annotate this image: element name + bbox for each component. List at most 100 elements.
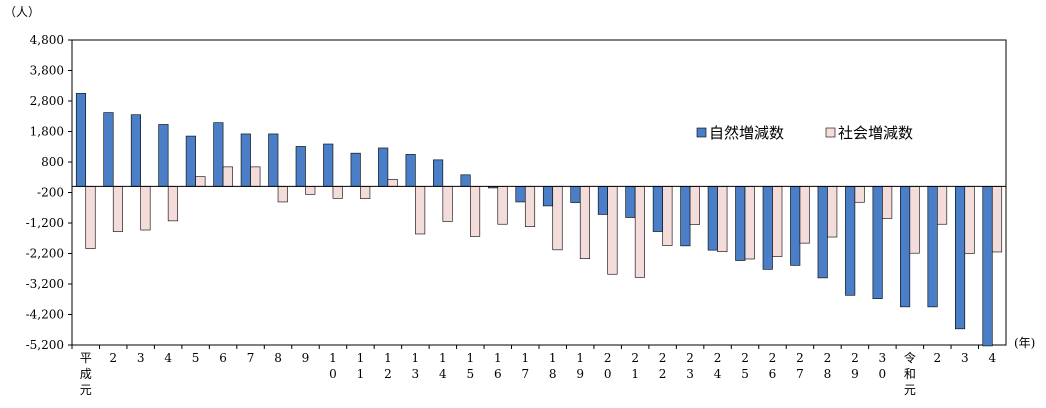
bar: [744, 186, 755, 260]
y-tick-label: 4,800: [30, 33, 64, 47]
x-tick-label: 8: [274, 351, 282, 365]
bar: [717, 186, 728, 252]
bar: [982, 186, 993, 347]
bar: [112, 186, 124, 232]
bar: [442, 186, 453, 222]
x-axis-unit-label: (年): [1014, 336, 1035, 350]
bar: [625, 186, 636, 218]
bar: [772, 186, 783, 257]
bar: [735, 186, 746, 261]
bar: [854, 186, 865, 203]
bar: [415, 186, 426, 235]
legend-label: 社会増減数: [838, 124, 913, 142]
bar: [515, 186, 526, 203]
bar: [213, 122, 224, 187]
x-tick-label: 3: [961, 351, 969, 365]
y-axis: 4,800 3,800 2,800 1,800 800 -200 -1,200 -2,200 -…: [26, 33, 72, 352]
y-tick-label: 2,800: [30, 94, 64, 108]
bar: [524, 186, 536, 227]
bar: [790, 186, 801, 266]
y-tick-label: 3,800: [30, 64, 64, 78]
y-tick-label: -1,200: [26, 216, 64, 230]
bar: [662, 186, 673, 246]
bar: [85, 186, 96, 249]
bar: [305, 186, 316, 195]
plot-area: [71, 39, 1007, 346]
bar: [167, 186, 178, 222]
bar: [927, 186, 938, 308]
bar: [909, 186, 920, 254]
bar: [570, 186, 581, 203]
bar: [991, 186, 1003, 253]
bar: [470, 186, 481, 237]
legend: 自然増減数 社会増減数: [696, 124, 913, 142]
bars: [75, 93, 1003, 347]
bar: [680, 186, 691, 247]
legend-label: 自然増減数: [709, 124, 784, 142]
bar: [937, 186, 948, 225]
y-tick-label: -200: [37, 186, 64, 200]
bar: [900, 186, 911, 308]
y-tick-label: -4,200: [26, 308, 64, 322]
bar: [497, 186, 508, 225]
x-tick-label: 5: [192, 351, 200, 365]
bar: [195, 176, 206, 187]
bar: [542, 186, 554, 207]
bar: [607, 186, 618, 275]
bar: [405, 154, 416, 187]
bar: [433, 159, 444, 187]
bar: [158, 124, 169, 187]
bar: [762, 186, 773, 270]
bar: [295, 146, 306, 187]
bar: [634, 186, 645, 278]
legend-swatch: [696, 127, 707, 138]
bar: [222, 166, 233, 187]
bar: [882, 186, 893, 219]
y-tick-label: -2,200: [26, 247, 64, 261]
bar: [954, 186, 966, 330]
legend-swatch: [825, 127, 836, 138]
x-tick-label: 4: [164, 351, 172, 365]
bar: [185, 135, 196, 187]
bar: [552, 186, 563, 251]
x-tick-label: 2: [934, 351, 942, 365]
x-tick-label: 平成元: [80, 351, 92, 397]
bar: [130, 114, 141, 187]
x-tick-label: 3: [137, 351, 145, 365]
bar: [378, 147, 389, 187]
bar: [332, 186, 343, 199]
bar: [460, 174, 471, 187]
bar: [827, 186, 838, 238]
bar: [103, 112, 114, 187]
bar: [799, 186, 810, 244]
y-tick-label: -5,200: [26, 338, 64, 352]
bar: [872, 186, 883, 299]
x-tick-label: 2: [109, 351, 117, 365]
x-tick-label: 4: [988, 351, 996, 365]
bar: [387, 179, 398, 187]
y-axis-unit-label: （人）: [4, 5, 40, 19]
bar: [75, 93, 87, 187]
bar: [240, 133, 251, 187]
x-tick-label: 6: [219, 351, 227, 365]
bar: [250, 166, 261, 187]
bar: [689, 186, 700, 225]
bar: [277, 186, 288, 203]
